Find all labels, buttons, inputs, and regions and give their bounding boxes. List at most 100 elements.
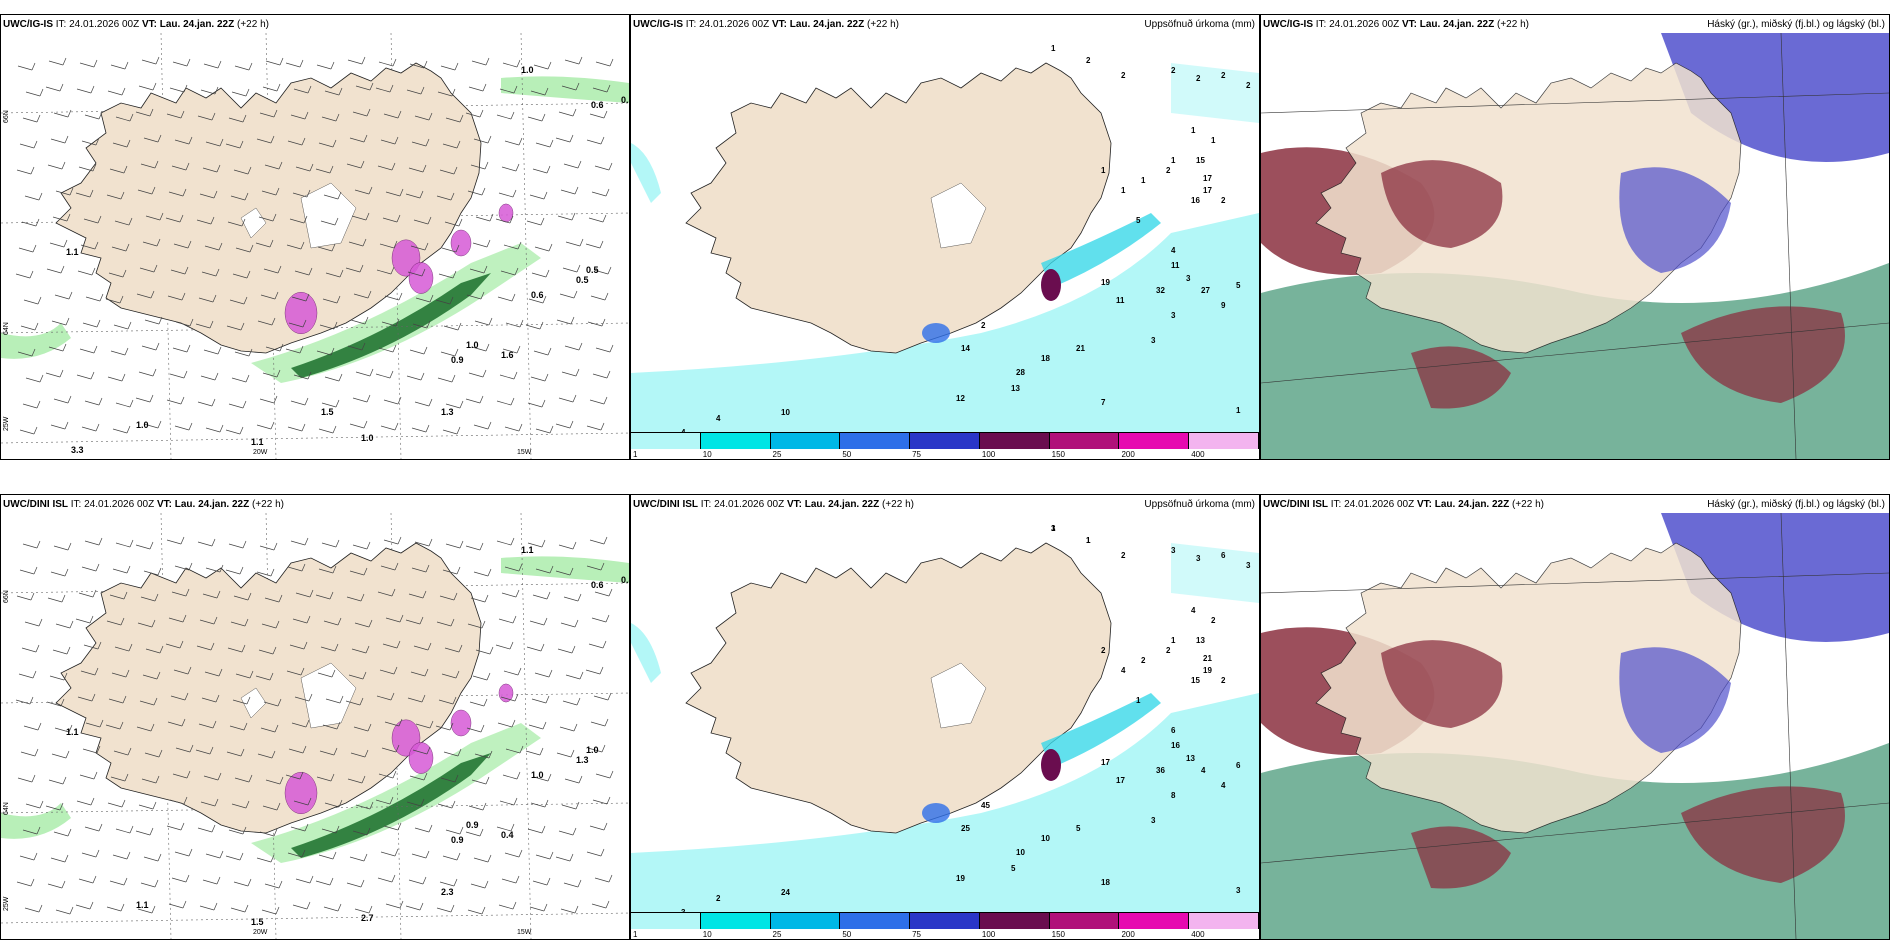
wind-barb-flag [245, 374, 250, 383]
wind-barb-flag [277, 265, 282, 274]
wind-value-label: 0.6 [591, 100, 604, 110]
wind-barb [144, 319, 160, 325]
wind-barb-flag [420, 798, 425, 807]
wind-barb-flag [123, 591, 128, 600]
wind-barb [199, 905, 215, 911]
wind-barb-flag [159, 645, 164, 654]
wind-barb [318, 428, 334, 434]
wind-barb [406, 89, 422, 95]
wind-barb-flag [270, 568, 275, 577]
wind-barb-flag [363, 420, 368, 429]
precip-value-label: 3 [1171, 546, 1176, 555]
wind-barb-flag [544, 87, 549, 96]
wind-barb-flag [151, 905, 156, 914]
wind-barb-flag [363, 853, 368, 862]
wind-barb-flag [449, 296, 454, 305]
wind-barb [291, 722, 307, 728]
wind-barb-flag [514, 267, 519, 276]
wind-barb-flag [335, 539, 340, 548]
wind-barb-flag [188, 562, 193, 571]
wind-barb-flag [428, 538, 433, 547]
wind-barb-flag [574, 619, 579, 628]
wind-barb-flag [98, 537, 103, 546]
wind-barb-flag [247, 166, 252, 175]
low-cloud-patch [1619, 647, 1731, 753]
wind-barb [591, 191, 607, 197]
wind-barb [411, 853, 427, 859]
panel-title: Uppsöfnuð úrkoma (mm) [1144, 19, 1255, 30]
wind-barb-flag [305, 719, 310, 728]
wind-barb [440, 65, 456, 71]
wind-barb-flag [65, 750, 70, 759]
iceland-land [685, 542, 1112, 834]
wind-barb-flag [301, 423, 306, 432]
wind-barb-flag [270, 854, 275, 863]
wind-barb [79, 348, 95, 354]
precip-value-label: 11 [1116, 296, 1125, 305]
wind-barb [45, 805, 61, 811]
wind-barb [295, 166, 311, 172]
wind-barb [530, 802, 546, 808]
wind-barb-flag [155, 56, 160, 65]
precip-value-label: 5 [1076, 824, 1081, 833]
panel-header: UWC/DINI ISL IT: 24.01.2026 00Z VT: Lau.… [3, 499, 284, 510]
precip-value-label: 15 [1196, 156, 1205, 165]
wind-barb-flag [602, 214, 607, 223]
wind-barb [474, 753, 490, 759]
wind-barb-flag [458, 218, 463, 227]
wind-barb-flag [32, 244, 37, 253]
wind-barb [202, 167, 218, 173]
wind-barb-flag [185, 588, 190, 597]
wind-barb [80, 244, 96, 250]
wind-barb-flag [277, 698, 282, 707]
wind-barb [442, 855, 458, 861]
wind-barb-flag [61, 594, 66, 603]
wind-barb-flag [278, 161, 283, 170]
legend-swatch [1189, 913, 1259, 929]
wind-barb [496, 400, 512, 406]
wind-barb [195, 323, 211, 329]
wind-barb [166, 399, 182, 405]
wind-barb-flag [423, 772, 428, 781]
wind-barb-flag [579, 671, 584, 680]
grid-line [1261, 572, 1889, 594]
wind-barb-flag [600, 136, 605, 145]
wind-barb [77, 696, 93, 702]
wind-barb-flag [517, 667, 522, 676]
wind-barb-flag [219, 564, 224, 573]
wind-barb [408, 879, 424, 885]
wind-barb-flag [546, 877, 551, 886]
wind-barb-flag [609, 58, 614, 67]
low-cloud-patch [1619, 167, 1731, 273]
wind-barb-flag [120, 191, 125, 200]
wind-barb-flag [569, 420, 574, 429]
wind-barb [45, 86, 61, 92]
wind-barb-flag [33, 426, 38, 435]
wind-barb [233, 881, 249, 887]
cloud-map [1261, 33, 1889, 459]
grid-line [1261, 92, 1889, 114]
wind-barb-flag [514, 693, 519, 702]
wind-barb [233, 595, 249, 601]
wind-barb [377, 591, 393, 597]
wind-barb-flag [509, 641, 514, 650]
wind-barb [144, 752, 160, 758]
wind-barb [138, 371, 154, 377]
wind-barb [200, 89, 216, 95]
wind-barb-flag [121, 799, 126, 808]
wind-barb [355, 85, 371, 91]
wind-barb-flag [182, 900, 187, 909]
wind-barb [473, 571, 489, 577]
wind-barb [235, 673, 251, 679]
wind-barb [17, 777, 33, 783]
wind-barb [139, 700, 155, 706]
wind-barb [17, 351, 33, 357]
wind-barb-flag [361, 775, 366, 784]
wind-barb-flag [154, 160, 159, 169]
wind-barb-flag [572, 827, 577, 836]
wind-barb [383, 825, 399, 831]
wind-barb [585, 243, 601, 249]
wind-barb-flag [516, 59, 521, 68]
wind-barb-flag [120, 617, 125, 626]
wind-barb [471, 779, 487, 785]
